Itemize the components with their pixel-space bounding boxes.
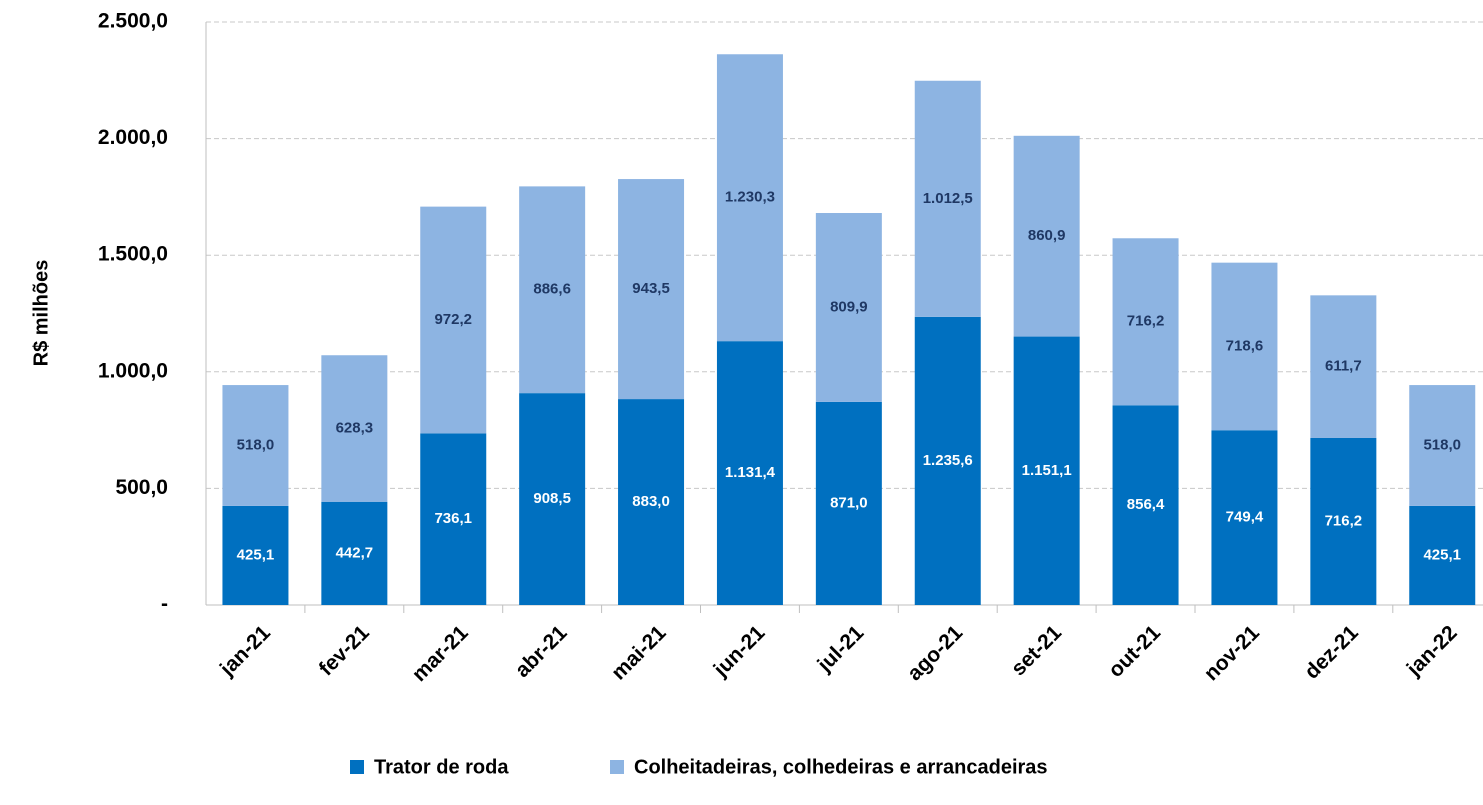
- bar-segment: [1112, 405, 1179, 605]
- data-label: 1.235,6: [923, 452, 973, 469]
- y-tick-label: 1.500,0: [98, 243, 168, 266]
- data-label: 736,1: [434, 510, 472, 527]
- y-axis-title: R$ milhões: [30, 260, 52, 367]
- bar-segment: [1013, 135, 1080, 337]
- legend-swatch: [610, 760, 624, 774]
- y-tick-label: 1.000,0: [98, 359, 168, 382]
- data-label: 425,1: [237, 546, 275, 563]
- data-label: 1.230,3: [725, 189, 775, 206]
- data-label: 628,3: [336, 419, 374, 436]
- bar-segment: [1112, 238, 1179, 406]
- data-label: 871,0: [830, 494, 868, 511]
- data-label: 1.012,5: [923, 190, 973, 207]
- data-label: 943,5: [632, 280, 670, 297]
- data-label: 1.131,4: [725, 464, 776, 481]
- legend-label: Colheitadeiras, colhedeiras e arrancadei…: [634, 756, 1048, 778]
- bar-segment: [815, 213, 882, 402]
- x-tick-label: dez-21: [1300, 621, 1363, 684]
- data-label: 518,0: [237, 436, 275, 453]
- x-tick-label: mai-21: [607, 621, 671, 685]
- bar-segment: [222, 385, 289, 506]
- data-label: 442,7: [336, 544, 374, 561]
- bar-segment: [716, 54, 783, 342]
- bar-segment: [1409, 385, 1476, 506]
- bar-segment: [321, 355, 388, 502]
- x-tick-label: out-21: [1104, 621, 1165, 682]
- x-tick-label: jan-21: [215, 621, 275, 681]
- bar-segment: [420, 433, 487, 605]
- y-tick-label: -: [161, 593, 168, 616]
- data-label: 518,0: [1423, 436, 1461, 453]
- bar-segment: [420, 206, 487, 434]
- bar-segment: [1211, 430, 1278, 605]
- data-label: 716,2: [1325, 512, 1363, 529]
- data-label: 886,6: [533, 281, 571, 298]
- x-tick-label: fev-21: [315, 621, 374, 680]
- bar-segment: [716, 341, 783, 605]
- data-label: 749,4: [1226, 509, 1264, 526]
- x-tick-label: mar-21: [408, 621, 473, 686]
- data-label: 809,9: [830, 298, 868, 315]
- bar-segment: [222, 505, 289, 605]
- data-label: 718,6: [1226, 337, 1264, 354]
- bar-segment: [914, 80, 981, 317]
- bar-segment: [519, 186, 586, 394]
- bar-segment: [1211, 262, 1278, 431]
- data-label: 883,0: [632, 493, 670, 510]
- y-tick-label: 2.000,0: [98, 126, 168, 149]
- data-label: 908,5: [533, 490, 571, 507]
- bar-segment: [321, 501, 388, 605]
- data-label: 716,2: [1127, 313, 1165, 330]
- x-tick-label: nov-21: [1200, 621, 1264, 685]
- bar-segment: [1013, 336, 1080, 605]
- bar-segment: [914, 316, 981, 605]
- bar-segment: [618, 179, 685, 400]
- data-label: 611,7: [1325, 358, 1362, 375]
- x-tick-label: jan-22: [1402, 621, 1462, 681]
- x-tick-label: ago-21: [903, 621, 967, 685]
- bar-segment: [1409, 505, 1476, 605]
- bar-segment: [1310, 295, 1377, 438]
- data-label: 1.151,1: [1022, 462, 1072, 479]
- data-label: 972,2: [434, 311, 472, 328]
- legend-swatch: [350, 760, 364, 774]
- x-tick-label: jul-21: [813, 621, 869, 677]
- bar-segment: [815, 401, 882, 605]
- x-tick-label: jun-21: [709, 621, 770, 682]
- bar-segment: [519, 393, 586, 605]
- y-tick-label: 2.500,0: [98, 10, 168, 33]
- bar-segment: [618, 399, 685, 605]
- y-tick-label: 500,0: [115, 476, 168, 499]
- legend-label: Trator de roda: [374, 756, 509, 778]
- bar-segment: [1310, 437, 1377, 605]
- data-label: 425,1: [1423, 546, 1461, 563]
- x-tick-label: abr-21: [511, 621, 572, 682]
- data-label: 856,4: [1127, 496, 1165, 513]
- x-tick-label: set-21: [1007, 621, 1066, 680]
- data-label: 860,9: [1028, 227, 1066, 244]
